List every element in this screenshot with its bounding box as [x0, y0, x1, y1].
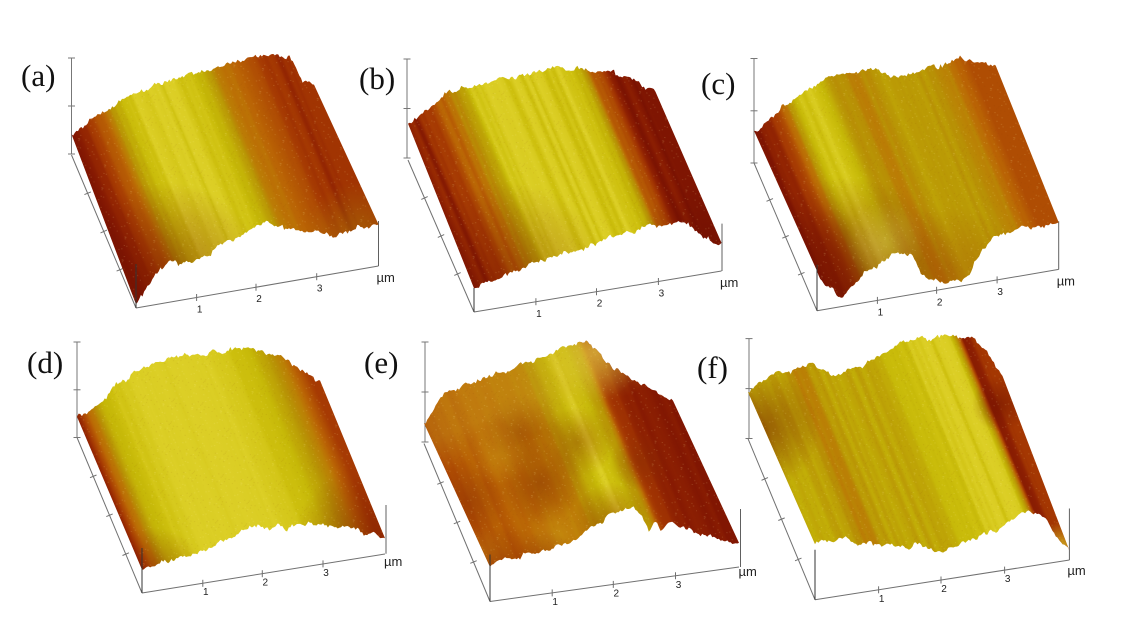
- svg-text:1: 1: [879, 594, 885, 605]
- svg-text:3: 3: [1005, 574, 1011, 585]
- svg-text:3: 3: [323, 568, 329, 579]
- svg-text:2: 2: [263, 578, 269, 589]
- svg-text:3: 3: [659, 289, 665, 300]
- svg-text:1: 1: [878, 307, 884, 318]
- svg-text:2: 2: [937, 297, 943, 308]
- svg-text:µm: µm: [1067, 563, 1085, 578]
- svg-text:3: 3: [997, 287, 1003, 298]
- svg-text:µm: µm: [739, 564, 757, 579]
- svg-text:µm: µm: [384, 554, 402, 569]
- svg-text:(d): (d): [27, 345, 63, 380]
- svg-text:3: 3: [676, 580, 682, 591]
- svg-text:1: 1: [197, 305, 203, 316]
- svg-text:µm: µm: [720, 275, 738, 290]
- svg-text:3: 3: [317, 284, 323, 295]
- svg-text:2: 2: [614, 588, 620, 599]
- svg-text:2: 2: [597, 299, 603, 310]
- svg-text:(c): (c): [701, 66, 735, 101]
- svg-text:2: 2: [941, 584, 947, 595]
- svg-text:(e): (e): [364, 345, 398, 380]
- svg-text:2: 2: [256, 294, 262, 305]
- svg-text:1: 1: [203, 587, 209, 598]
- svg-text:1: 1: [536, 309, 542, 320]
- svg-text:(b): (b): [359, 61, 395, 96]
- svg-text:µm: µm: [377, 270, 395, 285]
- svg-text:1: 1: [552, 597, 558, 608]
- svg-text:(a): (a): [21, 58, 55, 93]
- svg-text:µm: µm: [1057, 273, 1075, 288]
- svg-text:(f): (f): [697, 350, 728, 385]
